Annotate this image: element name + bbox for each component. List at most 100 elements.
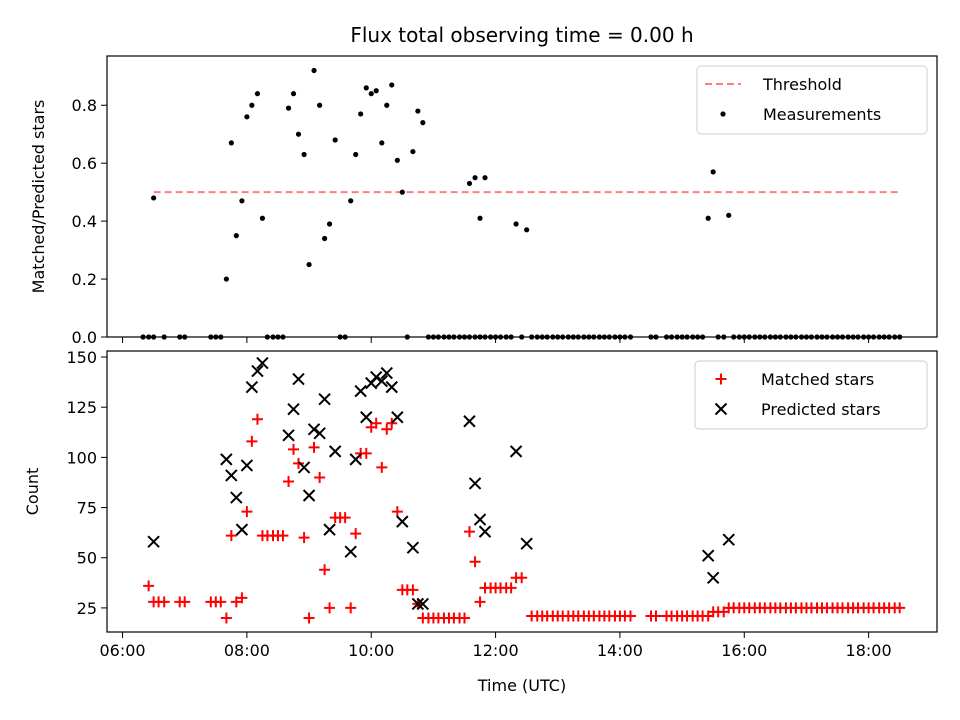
predicted-point	[147, 535, 160, 548]
legend: Matched stars Predicted stars	[694, 360, 928, 430]
y-tick-label: 0.4	[72, 212, 97, 231]
measurement-point	[326, 221, 333, 227]
matched-point	[350, 528, 362, 540]
predicted-point	[411, 597, 425, 611]
predicted-point	[245, 380, 259, 394]
measurement-point	[399, 189, 405, 195]
measurement-point	[223, 276, 229, 282]
predicted-point	[323, 523, 336, 536]
legend-label: Predicted stars	[761, 400, 881, 419]
x-axis-label: Time (UTC)	[477, 676, 566, 695]
x-tick-label: 14:00	[597, 641, 643, 660]
legend-handle-matched	[715, 373, 727, 385]
predicted-point	[297, 461, 311, 474]
predicted-point	[230, 491, 243, 504]
measurement-point	[384, 102, 390, 108]
y-tick-label: 25	[77, 599, 97, 618]
matched-point	[314, 471, 326, 483]
matched-point	[463, 526, 475, 538]
top-panel: 0.0 0.2 0.4 0.6 0.8 Matched/Predicted stars Th…	[29, 55, 938, 347]
x-tick-label: 10:00	[348, 641, 394, 660]
measurement-point	[524, 227, 530, 233]
y-tick-label: 75	[77, 499, 97, 518]
matched-point	[624, 610, 636, 622]
matched-point	[246, 435, 258, 447]
predicted-point	[349, 453, 362, 466]
measurement-point	[472, 175, 478, 181]
measurement-point	[348, 198, 354, 204]
matched-point	[236, 592, 248, 604]
measurement-point	[317, 102, 323, 108]
y-tick-label: 0.6	[72, 154, 97, 173]
series-predicted-stars	[147, 356, 735, 611]
predicted-point	[473, 513, 487, 526]
matched-point	[225, 530, 237, 542]
predicted-point	[313, 427, 326, 440]
matched-point	[241, 506, 253, 518]
x-tick-label: 16:00	[721, 641, 767, 660]
measurement-point	[285, 105, 292, 111]
predicted-point	[318, 392, 331, 406]
x-tick-label: 08:00	[224, 641, 270, 660]
measurement-point	[726, 212, 732, 218]
measurement-point	[482, 175, 488, 181]
measurement-point	[705, 215, 711, 221]
measurement-point	[249, 102, 255, 108]
matched-point	[143, 580, 155, 592]
measurement-point	[379, 140, 385, 146]
predicted-point	[369, 370, 383, 384]
measurement-point	[373, 88, 379, 94]
matched-point	[505, 582, 517, 594]
predicted-point	[396, 515, 409, 528]
predicted-point	[282, 429, 295, 442]
predicted-point	[225, 469, 238, 482]
plot-area	[143, 356, 906, 624]
predicted-point	[706, 571, 720, 585]
matched-point	[298, 532, 310, 544]
measurement-point	[363, 85, 369, 91]
predicted-point	[240, 459, 254, 472]
legend-label: Matched stars	[761, 370, 874, 389]
y-tick-label: 100	[66, 448, 97, 467]
matched-point	[251, 413, 263, 425]
matched-point	[381, 423, 393, 435]
legend-box	[694, 360, 928, 430]
measurement-point	[322, 235, 328, 242]
matched-point	[158, 596, 170, 608]
matched-point	[319, 564, 331, 576]
legend-handle-predicted	[714, 402, 728, 416]
x-tick-label: 06:00	[99, 641, 145, 660]
matched-point	[407, 584, 419, 596]
measurement-point	[228, 140, 234, 146]
measurement-point	[244, 114, 250, 120]
measurement-point	[389, 82, 395, 88]
matched-point	[474, 596, 486, 608]
predicted-point	[328, 445, 342, 458]
matched-point	[376, 461, 388, 473]
matched-point	[894, 602, 906, 614]
measurement-point	[301, 151, 307, 158]
measurement-point	[259, 215, 266, 221]
legend-handle-measurements	[720, 111, 726, 117]
y-tick-label: 0.0	[72, 328, 97, 347]
measurement-point	[394, 157, 400, 163]
measurement-point	[332, 137, 338, 143]
axes-frame	[106, 55, 938, 338]
legend: Threshold Measurements	[696, 65, 928, 135]
predicted-point	[520, 537, 533, 550]
matched-point	[220, 612, 232, 624]
x-tick-label: 12:00	[473, 641, 519, 660]
measurement-point	[477, 215, 483, 221]
matched-point	[283, 475, 295, 487]
matched-point	[292, 457, 304, 469]
predicted-point	[375, 374, 389, 388]
measurement-point	[368, 91, 374, 97]
predicted-point	[292, 372, 305, 386]
predicted-point	[509, 445, 523, 458]
predicted-point	[287, 402, 300, 416]
measurement-point	[466, 180, 473, 187]
y-axis-label: Matched/Predicted stars	[29, 100, 48, 294]
axes-frame	[106, 350, 938, 633]
matched-point	[650, 610, 662, 622]
predicted-point	[251, 364, 264, 378]
